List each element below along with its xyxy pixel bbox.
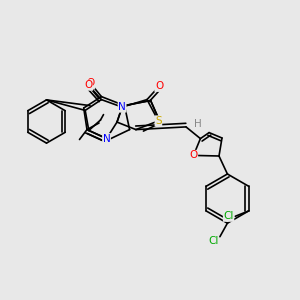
Text: Cl: Cl <box>224 211 234 221</box>
Text: N: N <box>118 102 126 112</box>
Text: O: O <box>84 80 93 90</box>
Text: H: H <box>194 119 201 129</box>
Text: Cl: Cl <box>208 236 218 246</box>
Text: O: O <box>86 78 95 88</box>
Text: S: S <box>155 116 162 126</box>
Text: O: O <box>155 81 163 92</box>
Text: N: N <box>103 134 110 144</box>
Text: O: O <box>189 150 198 161</box>
